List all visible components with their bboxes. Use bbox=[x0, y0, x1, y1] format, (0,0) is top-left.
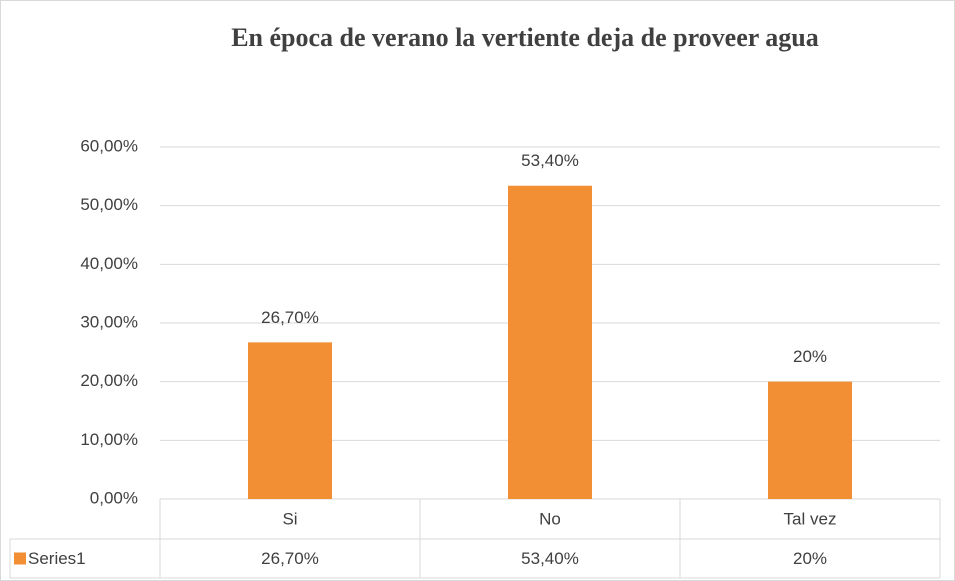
y-tick-label: 60,00% bbox=[80, 136, 138, 155]
table-value: 26,70% bbox=[261, 549, 319, 568]
y-tick-label: 20,00% bbox=[80, 371, 138, 390]
y-tick-label: 0,00% bbox=[90, 488, 138, 507]
y-tick-label: 50,00% bbox=[80, 195, 138, 214]
x-tick-label: Si bbox=[282, 509, 297, 528]
table-value: 53,40% bbox=[521, 549, 579, 568]
chart-title: En época de verano la vertiente deja de … bbox=[231, 23, 819, 52]
data-label: 20% bbox=[793, 347, 827, 366]
x-tick-label: Tal vez bbox=[784, 509, 837, 528]
table-value: 20% bbox=[793, 549, 827, 568]
y-tick-label: 30,00% bbox=[80, 312, 138, 331]
bar bbox=[768, 381, 852, 499]
legend-label: Series1 bbox=[28, 549, 86, 568]
x-tick-label: No bbox=[539, 509, 561, 528]
legend-swatch bbox=[14, 552, 26, 565]
y-tick-label: 10,00% bbox=[80, 430, 138, 449]
bar bbox=[248, 342, 332, 499]
y-tick-label: 40,00% bbox=[80, 254, 138, 273]
bar bbox=[508, 185, 592, 499]
data-label: 26,70% bbox=[261, 308, 319, 327]
data-label: 53,40% bbox=[521, 151, 579, 170]
